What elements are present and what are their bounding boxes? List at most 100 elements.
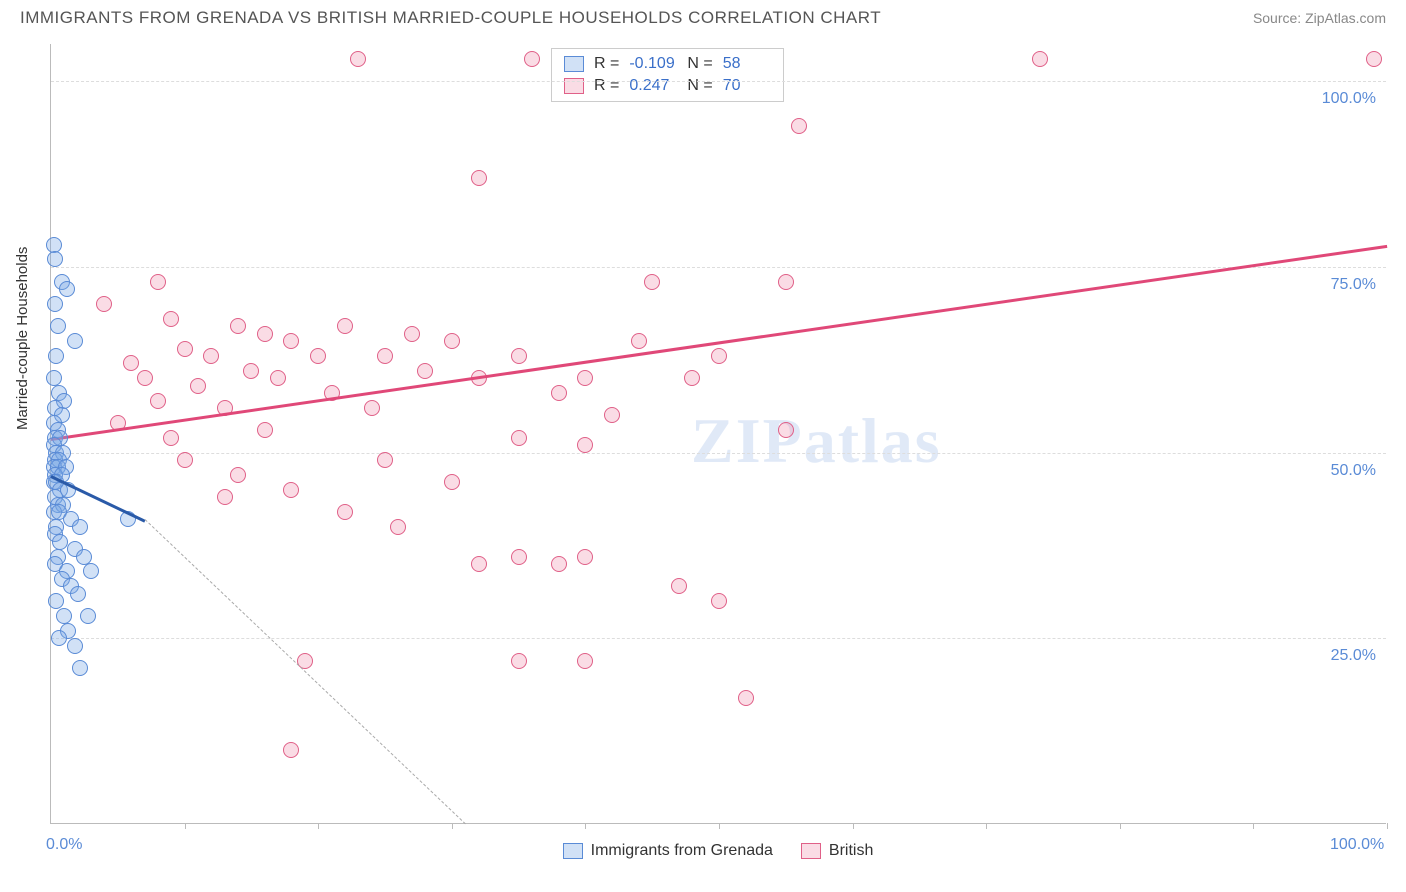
data-point (511, 653, 527, 669)
data-point (283, 482, 299, 498)
data-point (48, 593, 64, 609)
scatter-plot-area: ZIPatlas R =-0.109N =58R =0.247N =70 25.… (50, 44, 1386, 824)
data-point (123, 355, 139, 371)
r-value: -0.109 (629, 55, 677, 73)
data-point (511, 348, 527, 364)
data-point (51, 630, 67, 646)
source-attribution: Source: ZipAtlas.com (1253, 10, 1386, 26)
data-point (177, 341, 193, 357)
data-point (230, 318, 246, 334)
data-point (150, 393, 166, 409)
gridline (51, 267, 1386, 268)
data-point (96, 296, 112, 312)
data-point (72, 660, 88, 676)
data-point (337, 504, 353, 520)
data-point (1366, 51, 1382, 67)
data-point (778, 422, 794, 438)
data-point (711, 348, 727, 364)
data-point (163, 430, 179, 446)
x-tick (853, 823, 854, 829)
data-point (46, 370, 62, 386)
data-point (310, 348, 326, 364)
data-point (377, 348, 393, 364)
data-point (377, 452, 393, 468)
data-point (47, 296, 63, 312)
data-point (257, 326, 273, 342)
n-label: N = (687, 55, 712, 73)
data-point (217, 489, 233, 505)
data-point (644, 274, 660, 290)
data-point (511, 430, 527, 446)
series-swatch (564, 56, 584, 72)
data-point (47, 251, 63, 267)
y-axis-title: Married-couple Households (14, 247, 31, 430)
data-point (190, 378, 206, 394)
data-point (337, 318, 353, 334)
gridline (51, 638, 1386, 639)
data-point (67, 638, 83, 654)
data-point (404, 326, 420, 342)
data-point (577, 437, 593, 453)
r-label: R = (594, 77, 619, 95)
data-point (80, 608, 96, 624)
data-point (577, 549, 593, 565)
x-tick (1387, 823, 1388, 829)
data-point (350, 51, 366, 67)
data-point (791, 118, 807, 134)
data-point (150, 274, 166, 290)
trend-line (51, 245, 1387, 441)
data-point (203, 348, 219, 364)
data-point (70, 586, 86, 602)
stats-row: R = 0.247 N = 70 (564, 75, 771, 97)
data-point (83, 563, 99, 579)
data-point (163, 311, 179, 327)
data-point (551, 556, 567, 572)
data-point (230, 467, 246, 483)
legend-label: Immigrants from Grenada (591, 842, 773, 860)
series-legend: Immigrants from Grenada British (50, 842, 1386, 860)
data-point (243, 363, 259, 379)
legend-item: British (801, 842, 873, 860)
data-point (417, 363, 433, 379)
data-point (50, 318, 66, 334)
data-point (631, 333, 647, 349)
watermark: ZIPatlas (691, 404, 942, 478)
data-point (283, 742, 299, 758)
data-point (778, 274, 794, 290)
trend-extrapolation (144, 520, 465, 825)
y-tick-label: 50.0% (1331, 462, 1376, 480)
data-point (76, 549, 92, 565)
data-point (390, 519, 406, 535)
data-point (471, 170, 487, 186)
x-tick (1253, 823, 1254, 829)
x-tick (185, 823, 186, 829)
x-tick (986, 823, 987, 829)
data-point (577, 370, 593, 386)
series-swatch (801, 843, 821, 859)
data-point (48, 348, 64, 364)
x-axis-min-label: 0.0% (46, 836, 82, 854)
data-point (364, 400, 380, 416)
n-value: 70 (723, 77, 771, 95)
gridline (51, 453, 1386, 454)
data-point (444, 333, 460, 349)
n-label: N = (687, 77, 712, 95)
data-point (56, 608, 72, 624)
data-point (67, 333, 83, 349)
r-value: 0.247 (629, 77, 677, 95)
x-tick (719, 823, 720, 829)
x-tick (452, 823, 453, 829)
data-point (444, 474, 460, 490)
y-tick-label: 25.0% (1331, 647, 1376, 665)
correlation-stats-box: R =-0.109N =58R =0.247N =70 (551, 48, 784, 102)
data-point (177, 452, 193, 468)
gridline (51, 81, 1386, 82)
x-axis-max-label: 100.0% (1330, 836, 1384, 854)
data-point (524, 51, 540, 67)
stats-row: R =-0.109N =58 (564, 53, 771, 75)
data-point (257, 422, 273, 438)
data-point (270, 370, 286, 386)
y-tick-label: 75.0% (1331, 276, 1376, 294)
data-point (577, 653, 593, 669)
x-tick (585, 823, 586, 829)
